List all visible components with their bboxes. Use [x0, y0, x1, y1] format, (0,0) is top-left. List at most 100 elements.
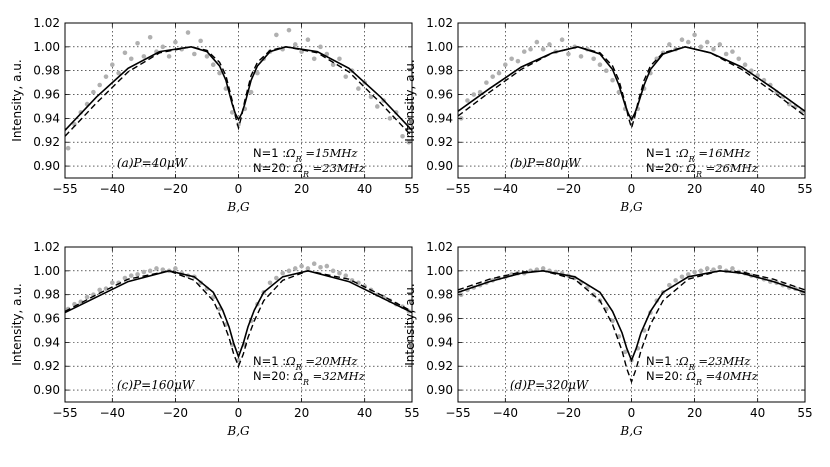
x-tick-label: −40 — [493, 182, 518, 196]
data-point — [540, 266, 546, 271]
x-tick-label: −55 — [52, 182, 77, 196]
data-point — [318, 44, 323, 50]
data-point — [274, 32, 279, 38]
data-point — [141, 269, 147, 275]
data-point — [622, 349, 628, 355]
data-point — [698, 44, 704, 50]
data-point — [147, 35, 153, 40]
panel-label: (c)P=160μW — [117, 378, 196, 392]
y-axis-label: Intensity, a.u. — [403, 59, 417, 141]
rabi-annotation: N=1 :ΩR =16MHz — [646, 146, 751, 164]
data-point — [274, 275, 279, 281]
data-point — [292, 42, 298, 47]
data-point — [217, 70, 222, 76]
x-axis-label: B,G — [619, 200, 643, 214]
data-point — [375, 104, 380, 109]
data-point — [667, 282, 672, 288]
data-point — [173, 39, 178, 45]
data-point — [305, 266, 311, 271]
x-tick-label: −20 — [163, 182, 188, 196]
data-point — [717, 42, 723, 47]
data-point — [299, 263, 304, 269]
data-point — [185, 30, 191, 35]
y-tick-label: 1.00 — [426, 40, 453, 54]
data-point — [324, 263, 330, 269]
data-point — [679, 37, 685, 42]
data-point — [742, 62, 748, 68]
data-point — [692, 269, 697, 275]
data-point — [730, 266, 735, 271]
data-point — [248, 89, 254, 95]
y-tick-label: 0.92 — [426, 359, 453, 373]
data-point — [154, 266, 159, 271]
x-tick-label: 20 — [687, 406, 702, 420]
series-line-n1 — [458, 46, 805, 122]
x-tick-label: 55 — [404, 182, 419, 196]
data-point — [685, 39, 691, 45]
data-point — [400, 133, 405, 139]
data-point — [97, 82, 102, 88]
data-point — [91, 89, 96, 95]
data-point — [160, 267, 166, 272]
x-tick-label: −55 — [445, 182, 470, 196]
data-point — [65, 145, 71, 151]
y-tick-label: 1.02 — [33, 16, 60, 30]
x-tick-label: 40 — [357, 182, 372, 196]
panel-label: (d)P=320μW — [510, 378, 590, 392]
rabi-annotation: N=20: ΩR =32MHz — [253, 369, 366, 387]
chart-panel-a: −55 −40 −20 0 20 40 55 0.90 0.92 0.94 0.96 0.98 1.00… — [10, 16, 420, 214]
data-point — [515, 58, 521, 64]
data-point — [471, 92, 477, 97]
rabi-annotation: N=20: ΩR =40MHz — [646, 369, 759, 387]
data-point — [521, 49, 527, 54]
data-point — [311, 261, 317, 266]
data-point — [610, 318, 615, 324]
data-point — [559, 37, 565, 42]
data-point — [305, 37, 311, 42]
data-point — [387, 116, 393, 121]
data-point — [591, 56, 596, 62]
rabi-annotation: N=1 :ΩR =23MHz — [646, 354, 751, 372]
x-tick-label: −40 — [100, 182, 125, 196]
x-tick-label: −40 — [100, 406, 125, 420]
x-tick-label: 40 — [357, 406, 372, 420]
chart-panel-b: −55 −40 −20 0 20 40 55 0.90 0.92 0.94 0.96 0.98 1.00… — [403, 16, 813, 214]
plot-area — [458, 32, 805, 131]
data-point — [368, 94, 374, 100]
plot-area — [65, 261, 412, 369]
y-tick-label: 0.98 — [33, 288, 60, 302]
data-point — [503, 62, 508, 68]
data-point — [330, 62, 336, 68]
data-point — [110, 62, 115, 68]
data-point — [547, 42, 552, 47]
data-point — [717, 264, 723, 270]
data-point — [103, 74, 109, 79]
data-point — [280, 270, 285, 276]
data-point — [597, 62, 603, 68]
rabi-annotation: N=1 :ΩR =20MHz — [253, 354, 358, 372]
y-tick-label: 0.92 — [33, 359, 60, 373]
x-tick-label: 20 — [687, 182, 702, 196]
rabi-annotation: N=20: ΩR =23MHz — [253, 161, 366, 179]
data-point — [528, 46, 533, 52]
data-point — [692, 32, 697, 38]
x-tick-label: 40 — [750, 406, 765, 420]
data-point — [236, 357, 241, 363]
data-point — [84, 294, 90, 300]
data-point — [147, 268, 153, 274]
x-tick-label: 20 — [294, 182, 309, 196]
y-tick-label: 1.02 — [426, 240, 453, 254]
data-point — [685, 272, 691, 277]
data-point — [103, 286, 109, 292]
data-point — [484, 80, 489, 85]
series-line-n20 — [65, 46, 412, 137]
data-point — [311, 56, 317, 62]
x-tick-label: −40 — [493, 406, 518, 420]
data-point — [711, 46, 716, 52]
data-point — [566, 51, 571, 57]
data-point — [534, 39, 540, 45]
data-point — [122, 50, 128, 56]
panel-label: (b)P=80μW — [510, 156, 582, 170]
data-point — [477, 89, 483, 95]
